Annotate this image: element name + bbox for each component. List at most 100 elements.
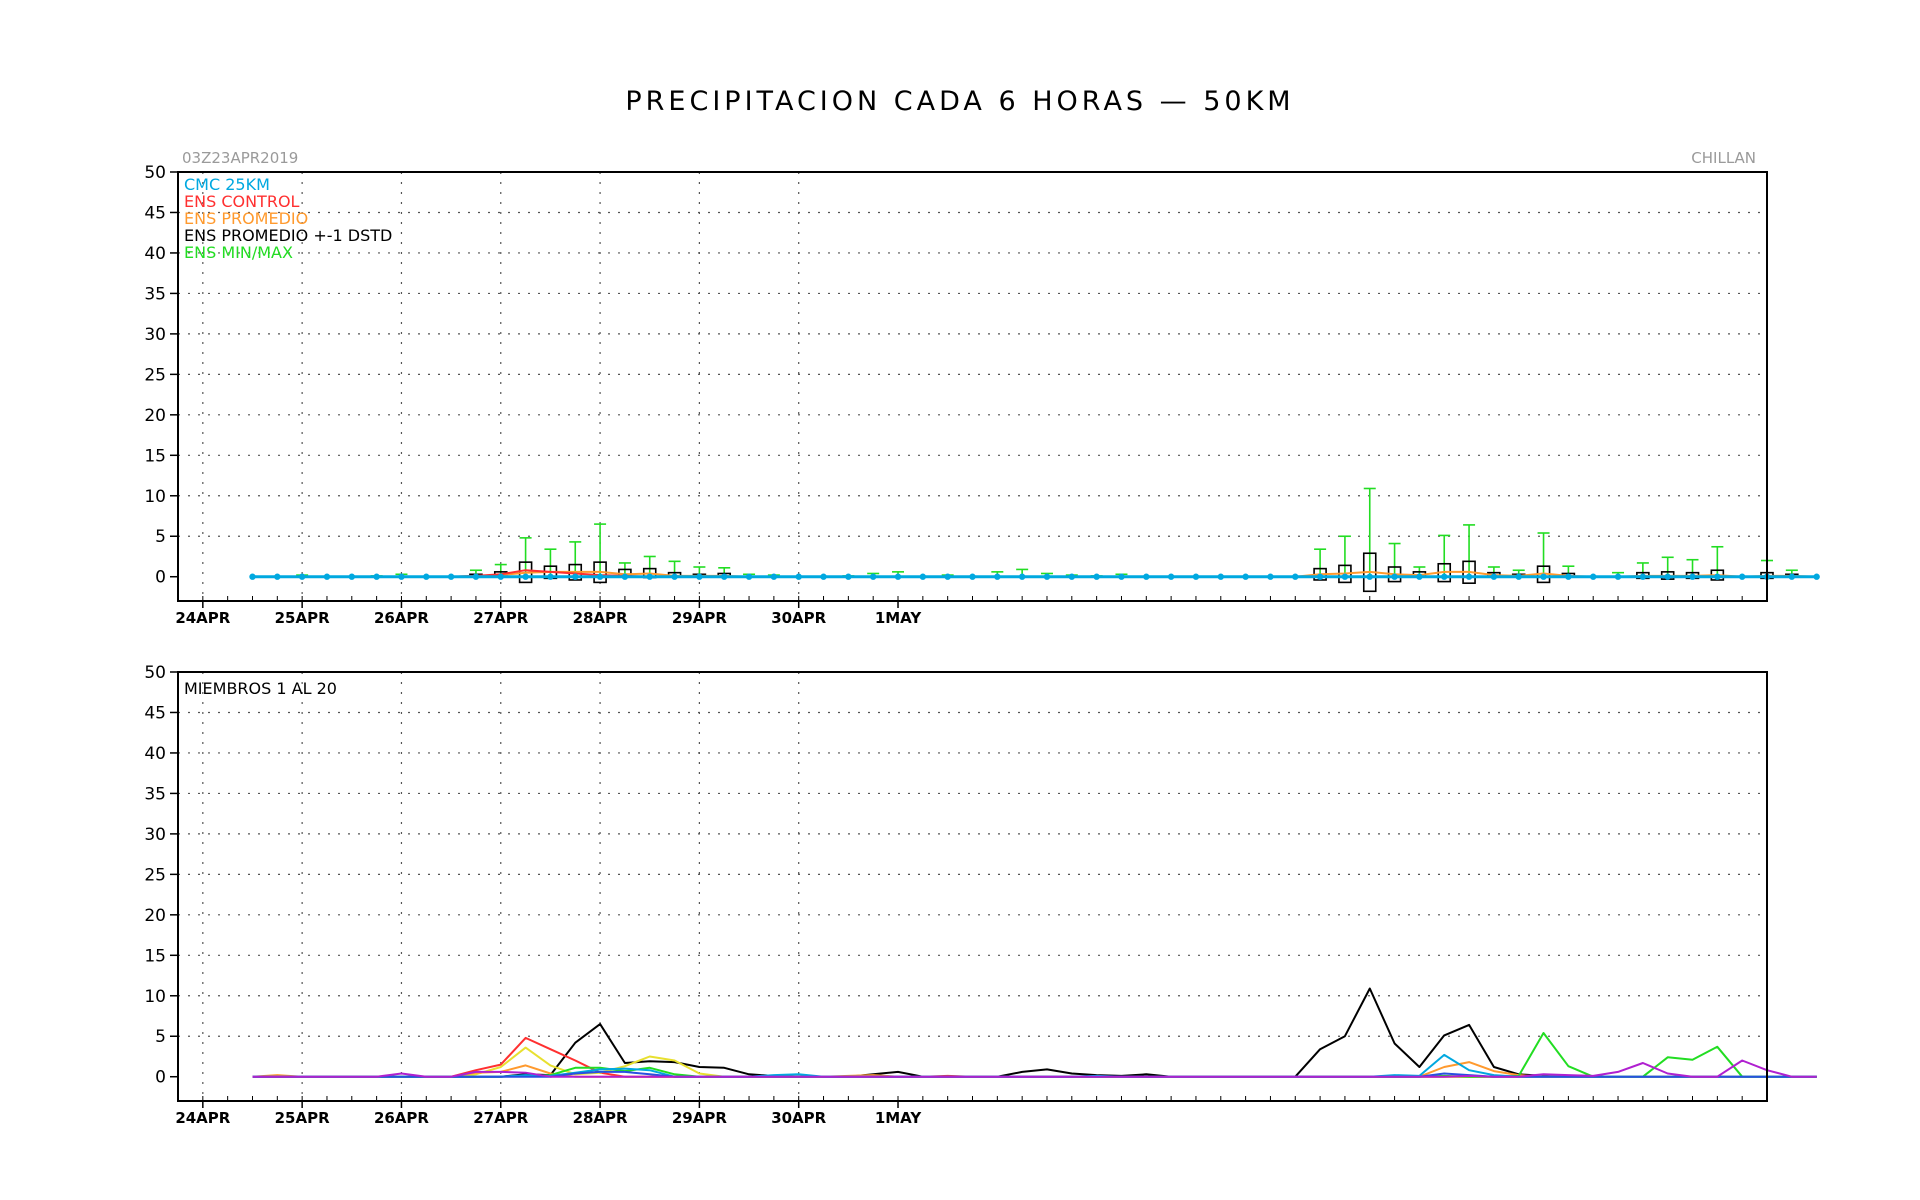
x-tick-label: 24APR [175,1109,230,1127]
y-tick-label: 0 [155,1068,166,1088]
cmc-point [1068,573,1076,580]
legend-entry: ENS CONTROL [184,192,300,211]
cmc-point [572,573,579,580]
cmc-point [1292,573,1299,580]
cmc-point [522,573,529,580]
cmc-point [1341,573,1349,580]
x-tick-label: 24APR [175,609,230,627]
cmc-point [423,573,430,580]
y-tick-label: 10 [144,487,166,507]
cmc-point [745,573,753,580]
y-tick-label: 45 [144,203,166,223]
x-tick-label: 30APR [771,609,826,627]
cmc-point [1813,573,1820,580]
y-tick-label: 25 [144,865,166,885]
cmc-point [1192,573,1200,580]
cmc-point [472,573,480,580]
cmc-point [447,573,455,580]
x-tick-label: 29APR [672,1109,727,1127]
y-tick-label: 50 [144,163,166,183]
cmc-point [398,573,405,580]
y-tick-label: 0 [155,568,166,588]
member-line [252,1053,1817,1078]
cmc-point [1267,573,1274,580]
cmc-point [696,573,703,580]
cmc-point [1738,573,1746,580]
y-tick-label: 30 [144,325,166,345]
cmc-point [845,573,852,580]
y-tick-label: 15 [144,446,166,466]
cmc-point [944,573,951,580]
y-tick-label: 45 [144,703,166,723]
cmc-point [894,573,902,580]
x-tick-label: 25APR [275,1109,330,1127]
cmc-point [1217,573,1224,580]
member-line [252,1061,1817,1078]
station-label: CHILLAN [1691,149,1756,167]
cmc-point [323,573,331,580]
x-tick-label: 27APR [473,609,528,627]
cmc-point [1614,573,1622,580]
cmc-point [1565,573,1572,580]
x-tick-label: 26APR [374,609,429,627]
cmc-point [919,573,927,580]
y-tick-label: 20 [144,906,166,926]
cmc-point [1018,573,1026,580]
cmc-point [348,573,355,580]
cmc-point [596,573,604,580]
cmc-point [1167,573,1175,580]
cmc-point [1242,573,1249,580]
cmc-point [1689,573,1696,580]
cmc-point [1664,573,1671,580]
y-tick-label: 40 [144,744,166,764]
cmc-point [621,573,629,580]
cmc-point [274,573,281,580]
cmc-point [497,573,504,580]
y-tick-label: 10 [144,987,166,1007]
legend-entry: ENS PROMEDIO [184,209,308,228]
y-tick-label: 30 [144,825,166,845]
x-tick-label: 25APR [275,609,330,627]
cmc-point [820,573,827,580]
x-tick-label: 29APR [672,609,727,627]
cmc-point [1366,573,1373,580]
members-line-panel: 0 5 10 15 20 25 30 35 40 45 50 24APR 25APR 26APR 27APR… [144,663,1817,1127]
y-tick-label: 20 [144,406,166,426]
members-annotation: MIEMBROS 1 AL 20 [184,679,337,698]
member-line [252,987,1817,1078]
cmc-point [1714,573,1721,580]
cmc-point [721,573,728,580]
cmc-point [1540,573,1547,580]
plot-frame [177,171,1768,602]
x-tick-label: 27APR [473,1109,528,1127]
cmc-point [1416,573,1423,580]
cmc-point [547,573,554,580]
y-tick-label: 15 [144,946,166,966]
cmc-point [1465,573,1473,580]
ensemble-boxplot-panel: 0 5 10 15 20 25 30 35 40 45 50 24APR 25APR 26APR 27APR… [144,163,1820,627]
y-tick-label: 35 [144,284,166,304]
x-tick-label: 30APR [771,1109,826,1127]
run-label: 03Z23APR2019 [182,149,298,167]
cmc-point [869,573,877,580]
y-tick-label: 5 [155,1027,166,1047]
cmc-point [249,573,256,580]
x-tick-label: 28APR [573,1109,628,1127]
cmc-point [1143,573,1150,580]
y-tick-label: 5 [155,527,166,547]
cmc-point [646,573,653,580]
cmc-point [1043,573,1051,580]
x-tick-label: 1MAY [875,1109,923,1127]
x-tick-label: 1MAY [875,609,923,627]
y-tick-label: 25 [144,365,166,385]
legend-entry: CMC 25KM [184,175,270,194]
chart-title: PRECIPITACION CADA 6 HORAS — 50KM [625,86,1294,117]
plot-frame [177,671,1768,1102]
x-tick-label: 28APR [573,609,628,627]
cmc-point [373,573,380,580]
cmc-point [298,573,306,580]
cmc-point [1590,573,1597,580]
x-tick-label: 26APR [374,1109,429,1127]
legend-entry: ENS PROMEDIO +-1 DSTD [184,226,392,245]
